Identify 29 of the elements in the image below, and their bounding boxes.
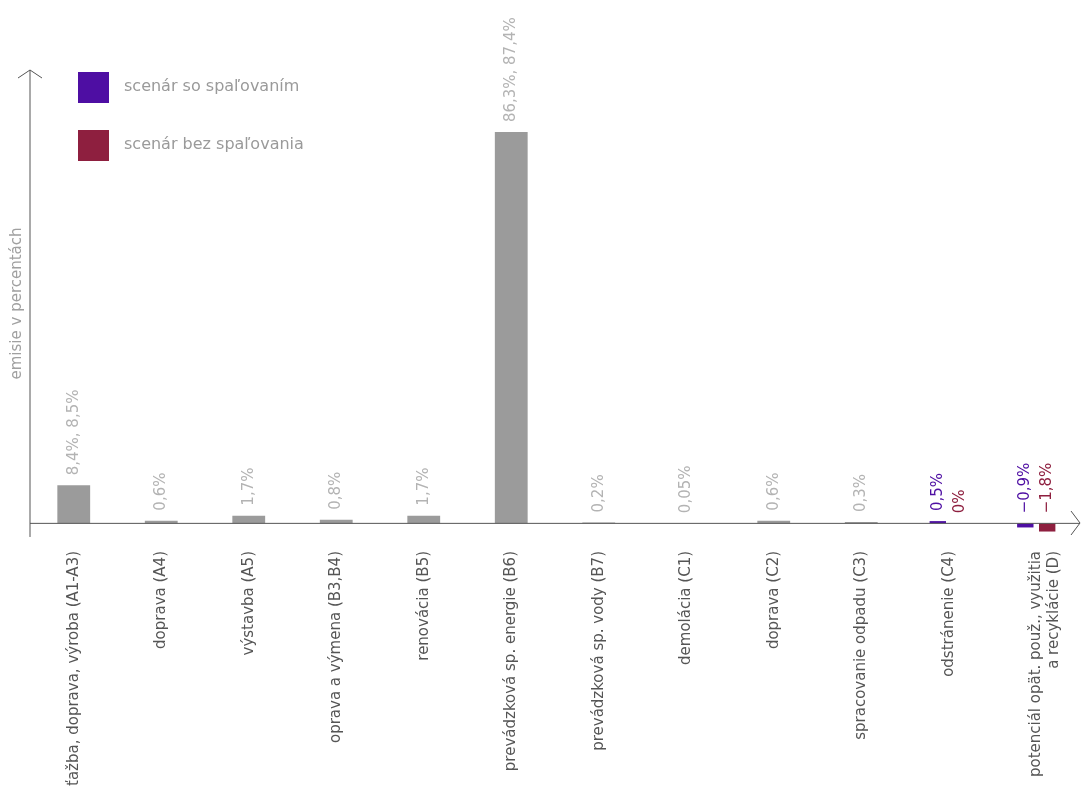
x-tick-label: renovácia (B5) bbox=[413, 550, 432, 661]
data-label: 0,05% bbox=[676, 465, 695, 514]
x-tick-label: oprava a výmena (B3,B4) bbox=[326, 550, 345, 744]
data-label: −1,8% bbox=[1037, 462, 1056, 514]
x-tick-label: ťažba, doprava, výroba (A1-A3) bbox=[63, 550, 82, 786]
data-label: 0% bbox=[949, 489, 968, 514]
data-label: 0,5% bbox=[927, 473, 946, 512]
data-label: 86,3%, 87,4% bbox=[501, 17, 520, 123]
x-tick-label: výstavba (A5) bbox=[238, 550, 257, 656]
x-tick-label: prevádzková sp. energie (B6) bbox=[501, 550, 520, 772]
x-tick-label: potenciál opät. použ., využitia a recyklácie (D) bbox=[1026, 550, 1063, 778]
data-label: 0,2% bbox=[588, 474, 607, 513]
data-label: 0,6% bbox=[763, 472, 782, 511]
data-label: 0,8% bbox=[326, 471, 345, 510]
data-label: 1,7% bbox=[413, 467, 432, 506]
x-tick-label: demolácia (C1) bbox=[676, 550, 695, 665]
x-tick-label: doprava (A4) bbox=[151, 550, 170, 649]
legend-label: scenár so spaľovaním bbox=[124, 76, 300, 96]
x-tick-label: odstránenie (C4) bbox=[938, 550, 957, 677]
data-label: −0,9% bbox=[1015, 462, 1034, 514]
x-tick-label: doprava (C2) bbox=[763, 550, 782, 650]
data-label: 0,6% bbox=[151, 472, 170, 511]
legend-label: scenár bez spaľovania bbox=[124, 134, 304, 154]
data-label: 1,7% bbox=[238, 467, 257, 506]
x-tick-label: prevádzková sp. vody (B7) bbox=[588, 550, 607, 751]
x-tick-label: spracovanie odpadu (C3) bbox=[851, 550, 870, 740]
data-label: 0,3% bbox=[851, 473, 870, 513]
data-label: 8,4%, 8,5% bbox=[63, 389, 82, 476]
y-axis-title: emisie v percentách bbox=[6, 227, 25, 380]
